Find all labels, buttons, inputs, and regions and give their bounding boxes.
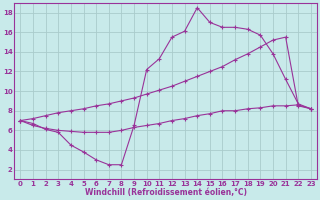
X-axis label: Windchill (Refroidissement éolien,°C): Windchill (Refroidissement éolien,°C) (84, 188, 247, 197)
